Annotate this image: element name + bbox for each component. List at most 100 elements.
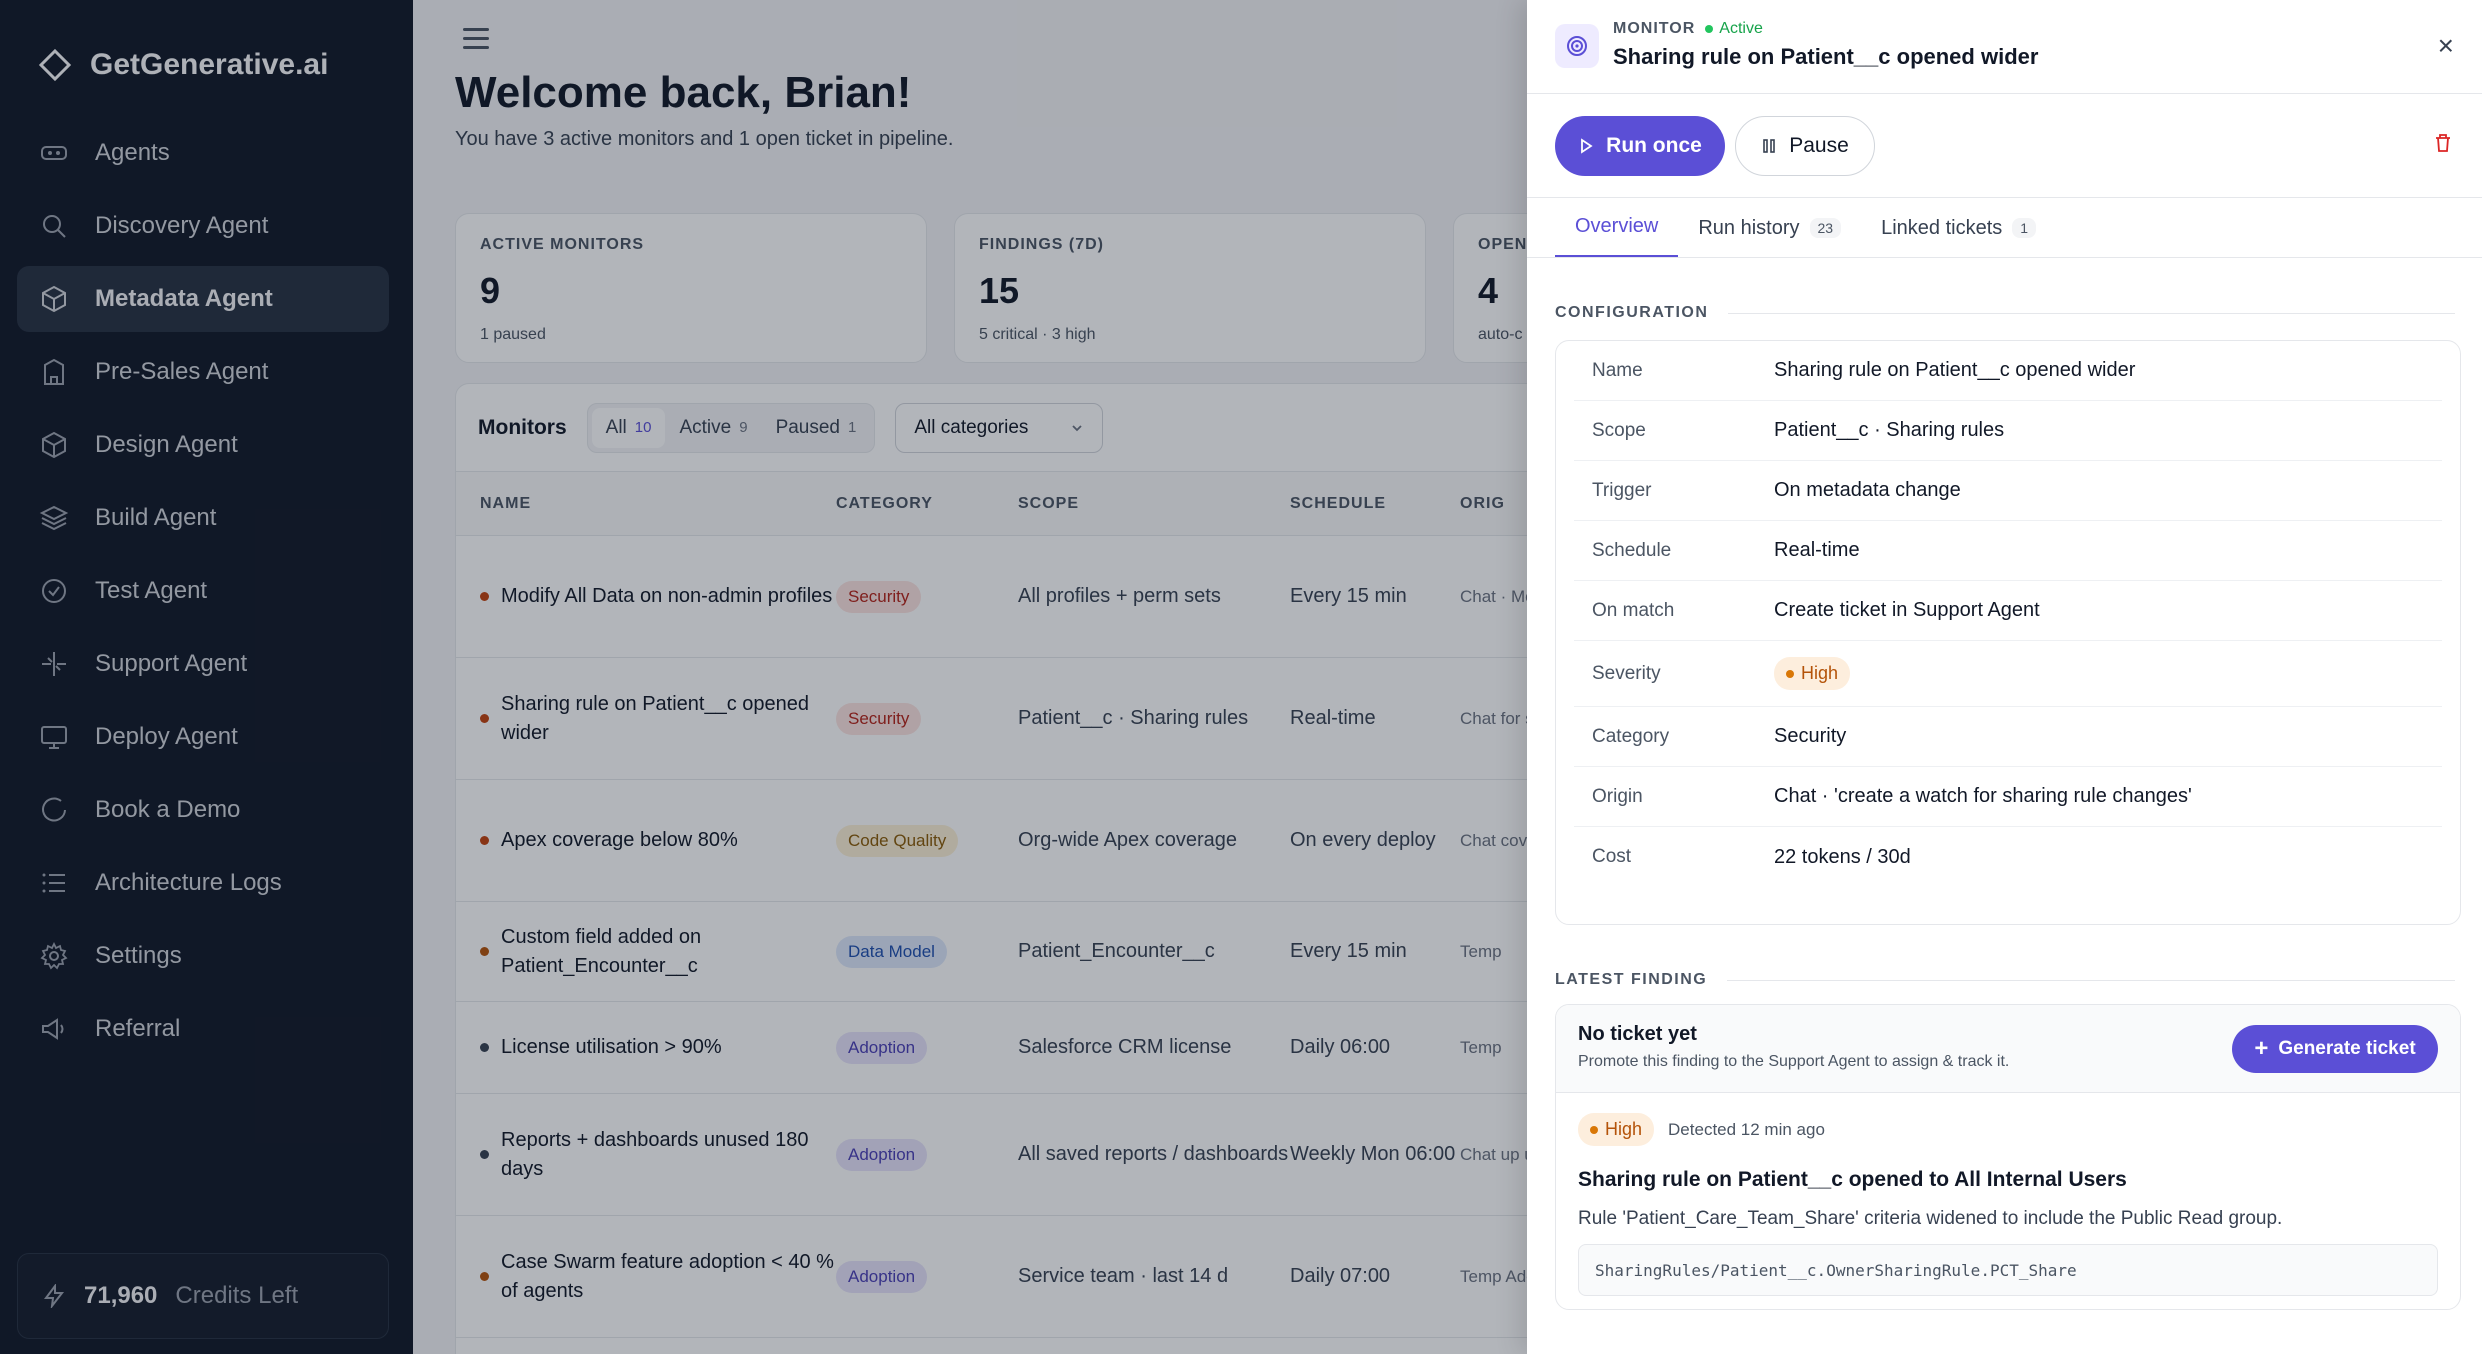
category-badge: Code Quality [836, 824, 959, 857]
sidebar-item-referral[interactable]: Referral [17, 996, 389, 1062]
row-scope: Salesforce CRM license [1018, 1036, 1232, 1058]
tab-linked-tickets[interactable]: Linked tickets 1 [1861, 198, 2056, 258]
generate-ticket-button[interactable]: + Generate ticket [2232, 1025, 2438, 1073]
config-row: On match Create ticket in Support Agent [1574, 581, 2442, 641]
finding-head-sub: Promote this finding to the Support Agen… [1578, 1053, 2010, 1070]
table-row[interactable]: Apex coverage below 80% Code Quality Org-w… [456, 780, 2482, 902]
page-title: Welcome back, Brian! [455, 68, 912, 117]
run-once-button[interactable]: Run once [1555, 116, 1725, 176]
config-value: On metadata change [1774, 479, 1961, 502]
sidebar-item-architecture-logs[interactable]: Architecture Logs [17, 850, 389, 916]
row-name-cell: License utilisation > 90% [456, 1033, 836, 1062]
cube-icon [42, 285, 66, 313]
table-row[interactable]: Custom field added on Patient_Encounter_… [456, 902, 2482, 1002]
filter-all[interactable]: All 10 [591, 407, 666, 448]
config-key: Severity [1592, 662, 1661, 684]
sidebar-item-book-a-demo[interactable]: Book a Demo [17, 777, 389, 843]
sidebar-item-deploy-agent[interactable]: Deploy Agent [17, 704, 389, 770]
brand-name: GetGenerative.ai [90, 48, 329, 81]
finding-description: Rule 'Patient_Care_Team_Share' criteria … [1578, 1208, 2283, 1229]
stat-sub: auto-c [1478, 326, 1523, 343]
finding-title: Sharing rule on Patient__c opened to All… [1578, 1168, 2127, 1191]
sidebar-item-support-agent[interactable]: Support Agent [17, 631, 389, 697]
sidebar-item-pre-sales-agent[interactable]: Pre-Sales Agent [17, 339, 389, 405]
sidebar-item-metadata-agent[interactable]: Metadata Agent [17, 266, 389, 332]
sidebar-item-build-agent[interactable]: Build Agent [17, 485, 389, 551]
row-category-cell: Data Model [836, 935, 1018, 968]
brand[interactable]: GetGenerative.ai [38, 48, 328, 82]
stat-label: OPEN [1478, 236, 1528, 253]
config-key: Scope [1592, 419, 1646, 441]
pause-label: Pause [1789, 134, 1849, 157]
config-row: Trigger On metadata change [1574, 461, 2442, 521]
sidebar-item-agents[interactable]: Agents [17, 120, 389, 186]
column-header-schedule[interactable]: SCHEDULE [1290, 494, 1387, 512]
row-origin: Chat up ur [1460, 1144, 1540, 1164]
row-category-cell: Security [836, 702, 1018, 735]
column-header-origin[interactable]: ORIG [1460, 494, 1505, 512]
row-name: License utilisation > 90% [501, 1036, 722, 1058]
table-row[interactable]: License utilisation > 90% Adoption Salesfo… [456, 1002, 2482, 1094]
tab-run-history[interactable]: Run history 23 [1678, 198, 1861, 258]
category-badge: Security [836, 702, 922, 735]
category-badge: Adoption [836, 1031, 928, 1064]
sidebar-item-label: Test Agent [95, 577, 208, 604]
page-subtitle: You have 3 active monitors and 1 open ti… [455, 128, 954, 150]
panel-kicker: MONITOR Active [1613, 20, 1763, 38]
config-key: Name [1592, 359, 1643, 381]
category-select[interactable]: All categories [895, 402, 1104, 453]
lightning-icon [44, 1284, 65, 1308]
sidebar-item-design-agent[interactable]: Design Agent [17, 412, 389, 478]
sidebar-item-discovery-agent[interactable]: Discovery Agent [17, 193, 389, 259]
sidebar-item-label: Architecture Logs [95, 869, 282, 896]
column-header-category[interactable]: CATEGORY [836, 494, 933, 512]
filter-count: 1 [848, 419, 857, 436]
filter-paused[interactable]: Paused 1 [762, 408, 871, 448]
config-row: Scope Patient__c · Sharing rules [1574, 401, 2442, 461]
modal-backdrop[interactable] [0, 0, 1527, 1354]
row-category-cell: Code Quality [836, 824, 1018, 857]
config-value: Sharing rule on Patient__c opened wider [1774, 359, 2135, 382]
finding-header: No ticket yet Promote this finding to th… [1556, 1005, 2460, 1093]
close-icon[interactable]: × [2437, 30, 2454, 61]
finding-code-path[interactable]: SharingRules/Patient__c.OwnerSharingRule… [1578, 1244, 2438, 1296]
delete-icon[interactable] [2432, 132, 2454, 159]
menu-toggle-icon[interactable] [463, 28, 489, 55]
row-category-cell: Adoption [836, 1260, 1018, 1293]
pause-button[interactable]: Pause [1735, 116, 1875, 176]
logo-diamond-icon [38, 48, 72, 82]
section-label-latest-finding: LATEST FINDING [1555, 971, 2455, 989]
row-origin: Temp [1460, 1037, 1502, 1057]
stat-value: 9 [480, 270, 501, 311]
sidebar-item-test-agent[interactable]: Test Agent [17, 558, 389, 624]
list-icon [42, 873, 65, 893]
row-name: Reports + dashboards unused 180 days [501, 1128, 809, 1180]
credits-value: 71,960 [84, 1282, 158, 1309]
row-origin: Chat cove [1460, 830, 1537, 850]
row-name: Sharing rule on Patient__c opened wider [501, 692, 810, 744]
row-scope: Org-wide Apex coverage [1018, 829, 1238, 851]
filter-active[interactable]: Active 9 [665, 408, 761, 448]
sidebar-item-settings[interactable]: Settings [17, 923, 389, 989]
severity-badge: High [1774, 657, 1851, 690]
config-value: High [1774, 657, 1851, 690]
column-header-name[interactable]: NAME [480, 494, 532, 512]
column-header-scope[interactable]: SCOPE [1018, 494, 1080, 512]
table-row[interactable]: Modify All Data on non-admin profiles Sec… [456, 536, 2482, 658]
tab-overview[interactable]: Overview [1555, 198, 1679, 258]
credits-box[interactable]: 71,960 Credits Left [17, 1253, 389, 1339]
table-row[interactable]: Case Swarm feature adoption < 40 % of ag… [456, 1216, 2482, 1338]
table-body: Modify All Data on non-admin profiles Sec… [456, 536, 2482, 1338]
row-schedule: Daily 06:00 [1290, 1036, 1391, 1058]
sidebar: GetGenerative.ai Agents Discovery Agent … [0, 0, 413, 1354]
config-row: Cost 22 tokens / 30d [1574, 827, 2442, 887]
finding-body: High Detected 12 min ago Sharing rule on… [1556, 1093, 2460, 1309]
monitor-icon [1555, 24, 1599, 68]
config-value-text: Sharing rule on Patient__c opened wider [1774, 359, 2136, 381]
row-scope: All profiles + perm sets [1018, 585, 1221, 607]
config-key: Origin [1592, 785, 1643, 807]
configuration-card: Name Sharing rule on Patient__c opened wi… [1555, 340, 2461, 925]
table-row[interactable]: Sharing rule on Patient__c opened wider S… [456, 658, 2482, 780]
section-label-text: LATEST FINDING [1555, 971, 1708, 988]
table-row[interactable]: Reports + dashboards unused 180 days Adop… [456, 1094, 2482, 1216]
